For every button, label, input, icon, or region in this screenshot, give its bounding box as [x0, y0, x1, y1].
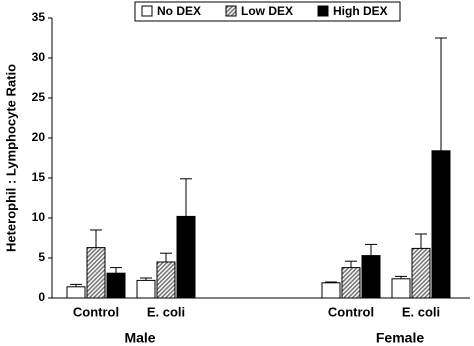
legend-box — [134, 1, 401, 22]
group-label: Male — [124, 330, 155, 346]
bar — [431, 150, 451, 299]
y-tick-label: 35 — [32, 10, 46, 24]
group-label: Female — [376, 330, 424, 346]
bar — [341, 267, 361, 299]
y-axis-label: Heterophil : Lymphocyte Ratio — [3, 64, 18, 252]
x-tick-label: Control — [73, 304, 119, 319]
y-tick-label: 0 — [38, 290, 45, 304]
y-tick-label: 5 — [38, 250, 45, 264]
y-tick-label: 30 — [32, 50, 46, 64]
legend-label: High DEX — [333, 4, 388, 18]
x-tick-label: E. coli — [147, 304, 185, 319]
bar — [86, 247, 106, 299]
bar — [66, 286, 86, 299]
bar — [321, 282, 341, 299]
y-tick-label: 20 — [32, 130, 46, 144]
x-tick-label: E. coli — [402, 304, 440, 319]
bar — [156, 261, 176, 299]
y-tick-label: 15 — [32, 170, 46, 184]
bar — [136, 279, 156, 299]
legend-swatch — [141, 5, 153, 17]
bar — [361, 255, 381, 299]
legend-swatch — [225, 5, 237, 17]
bar — [176, 215, 196, 299]
bar — [391, 278, 411, 299]
y-tick-label: 25 — [32, 90, 46, 104]
legend-label: No DEX — [157, 4, 201, 18]
bar — [411, 247, 431, 299]
bar — [106, 272, 126, 299]
legend-swatch — [317, 5, 329, 17]
y-tick-label: 10 — [32, 210, 46, 224]
legend-label: Low DEX — [241, 4, 293, 18]
x-tick-label: Control — [328, 304, 374, 319]
